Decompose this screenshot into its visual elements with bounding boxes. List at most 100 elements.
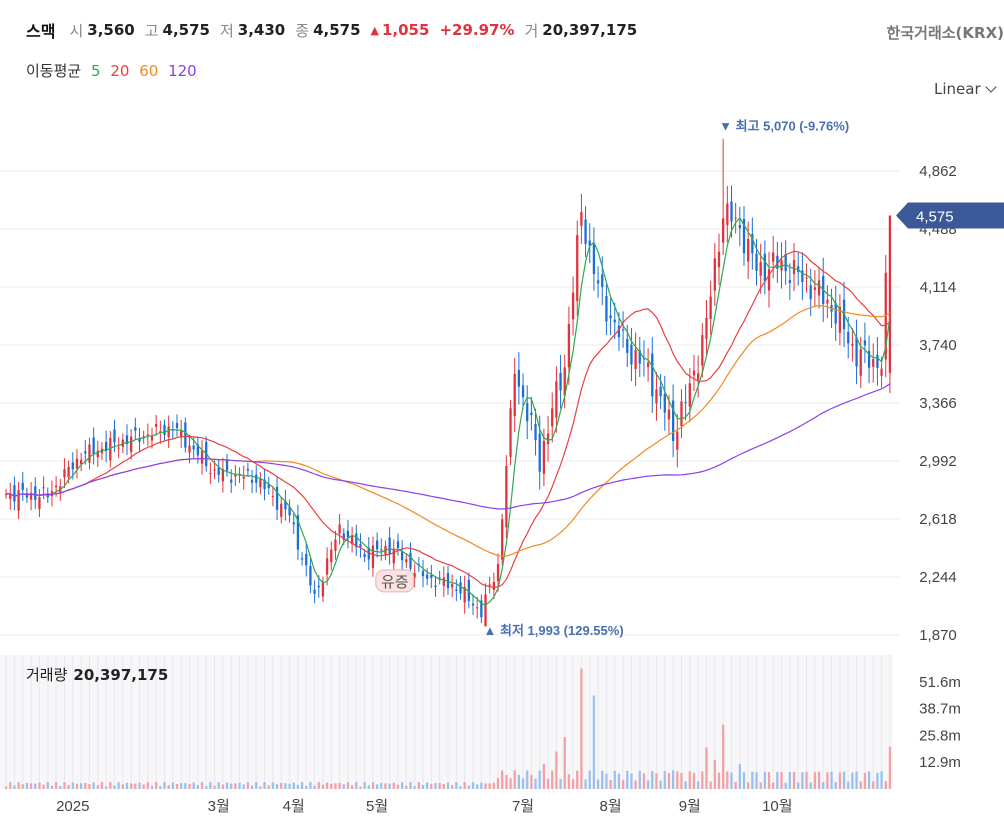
volume-bar	[676, 771, 679, 789]
ma-60-label[interactable]: 60	[139, 62, 159, 80]
volume-bar	[801, 772, 804, 789]
candle-body	[534, 424, 537, 441]
volume-bar	[13, 785, 16, 789]
volume-bar	[288, 783, 291, 789]
candle-body	[25, 493, 29, 498]
volume-bar	[88, 784, 91, 789]
high-label: 고	[144, 21, 159, 40]
candle-body	[184, 422, 187, 448]
volume-bar	[134, 783, 137, 789]
volume-bar	[872, 781, 875, 789]
volume-bar	[722, 724, 725, 789]
candle-body	[380, 549, 383, 551]
volume-bar	[400, 782, 404, 789]
candle-body	[209, 473, 212, 475]
candle-body	[713, 258, 716, 291]
ma-120-line	[6, 383, 891, 510]
volume-bar	[763, 771, 766, 789]
high-annotation: ▼ 최고 5,070 (-9.76%)	[719, 119, 849, 134]
volume-bar	[838, 772, 842, 789]
volume-bar	[571, 779, 575, 789]
candle-body	[776, 255, 779, 269]
volume-bar	[513, 770, 516, 789]
candle-body	[492, 581, 496, 590]
candle-body	[671, 400, 675, 442]
ma-120-label[interactable]: 120	[168, 62, 197, 80]
candle-body	[130, 436, 133, 453]
candle-body	[259, 479, 262, 488]
candle-body	[104, 441, 108, 452]
y-tick-label: 3,366	[919, 395, 957, 412]
candle-body	[392, 548, 395, 564]
candle-body	[742, 218, 746, 254]
candle-body	[400, 551, 404, 561]
volume-bar	[205, 786, 208, 789]
stock-name[interactable]: 스맥	[26, 22, 56, 41]
volume-bar	[442, 784, 445, 789]
volume-bar	[363, 781, 366, 789]
volume-bar	[655, 773, 658, 789]
volume-bar	[521, 778, 525, 789]
candle-body	[313, 589, 316, 594]
candle-body	[34, 486, 37, 501]
volume-bar	[813, 772, 817, 789]
volume-bar	[46, 782, 49, 789]
candle-body	[496, 564, 500, 582]
y-tick-label: 3,740	[919, 337, 957, 354]
candle-body	[684, 402, 687, 404]
candle-body	[851, 344, 854, 346]
candle-body	[413, 573, 416, 578]
volume-bar	[300, 782, 304, 789]
volume-bar	[305, 785, 308, 789]
x-tick-label: 3월	[208, 798, 230, 815]
candle-body	[405, 559, 408, 563]
candle-body	[696, 373, 700, 380]
candle-body	[67, 466, 70, 478]
x-tick-label: 2025	[56, 798, 89, 815]
volume-bar	[446, 782, 450, 789]
volume-bar	[863, 772, 867, 789]
volume-bar	[196, 784, 200, 789]
volume-bar	[784, 782, 787, 789]
volume-bar	[788, 772, 792, 789]
volume-bar	[588, 770, 591, 789]
change-percent: +29.97%	[439, 21, 515, 39]
volume-bar	[79, 783, 83, 789]
candle-body	[459, 582, 462, 594]
scale-select[interactable]: Linear	[934, 80, 997, 98]
ma-5-label[interactable]: 5	[90, 62, 101, 80]
volume-bar	[467, 785, 470, 789]
candle-body	[759, 261, 762, 276]
candle-body	[242, 476, 245, 479]
candle-body	[784, 254, 787, 272]
ma-20-label[interactable]: 20	[110, 62, 130, 80]
volume-bar	[284, 783, 287, 789]
volume-bar	[104, 786, 108, 789]
candle-body	[613, 319, 616, 323]
candle-body	[375, 540, 379, 550]
volume-bar	[671, 770, 675, 789]
candle-body	[730, 201, 733, 222]
candle-body	[530, 412, 533, 416]
candle-body	[605, 296, 608, 322]
volume-bar	[601, 770, 604, 789]
volume-bar	[613, 770, 616, 789]
volume-bar	[759, 782, 762, 789]
x-tick-label: 5월	[366, 798, 388, 815]
candle-body	[88, 444, 91, 463]
volume-bar	[680, 772, 683, 789]
candle-body	[596, 280, 600, 284]
candle-body	[113, 429, 116, 443]
volume-bar	[188, 783, 191, 789]
low-annotation: ▲ 최저 1,993 (129.55%)	[484, 623, 624, 638]
volume-bar	[880, 771, 883, 789]
volume-bar	[455, 782, 458, 789]
candle-body	[442, 577, 445, 586]
volume-bar	[59, 786, 62, 789]
candle-body	[430, 575, 433, 578]
volume-bar	[830, 771, 833, 789]
candle-body	[571, 292, 575, 320]
y-tick-label: 1,870	[919, 627, 957, 644]
candle-body	[888, 215, 892, 373]
